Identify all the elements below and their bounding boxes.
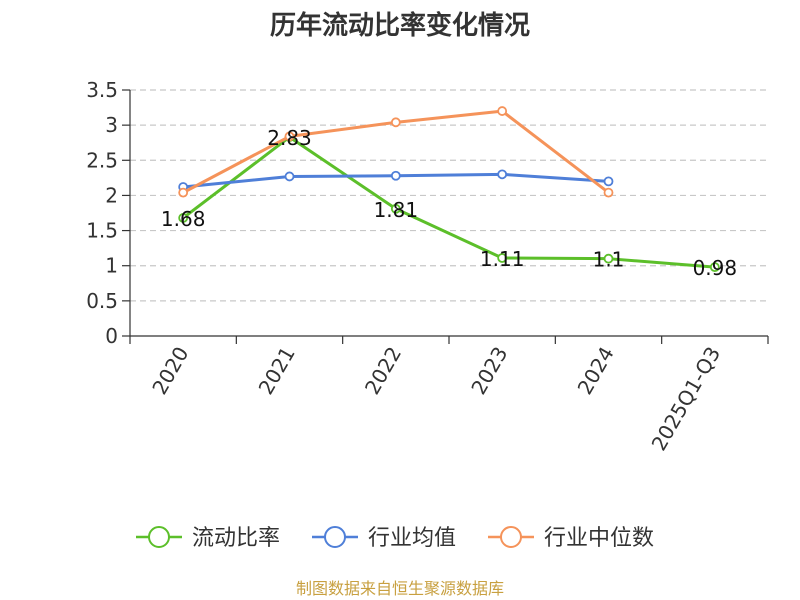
series-group <box>178 106 720 273</box>
y-tick-label: 3 <box>105 113 118 137</box>
y-tick-label: 2.5 <box>86 148 118 172</box>
data-label: 0.98 <box>693 256 738 280</box>
series-line-0 <box>182 135 715 269</box>
x-tick-label: 2020 <box>147 343 193 399</box>
data-point <box>497 169 508 180</box>
y-tick-label: 0.5 <box>86 289 118 313</box>
data-label: 1.68 <box>161 207 206 231</box>
legend-label: 行业均值 <box>368 526 456 551</box>
data-point <box>390 203 401 214</box>
x-tick-label: 2022 <box>360 343 406 399</box>
legend-item-2[interactable]: 行业中位数 <box>488 526 654 551</box>
data-label: 1.1 <box>593 248 625 272</box>
legend[interactable]: 流动比率 行业均值 行业中位数 <box>136 526 654 551</box>
data-point <box>284 171 295 182</box>
y-tick-label: 1 <box>105 254 118 278</box>
axes: 0 0.5 1 1.5 2 2.5 3 3.5 2020 2021 2022 2023 2024 2025… <box>86 78 769 455</box>
y-tick-label: 0 <box>105 324 118 348</box>
x-tick-label: 2023 <box>466 342 512 398</box>
data-label: 1.11 <box>480 247 525 271</box>
x-tick-label: 2024 <box>573 343 619 399</box>
x-tick-label: 2021 <box>254 343 300 399</box>
y-tick-label: 2 <box>105 183 118 207</box>
data-point <box>709 262 720 273</box>
legend-label: 行业中位数 <box>544 526 654 551</box>
data-point <box>390 117 401 128</box>
data-point <box>497 106 508 116</box>
data-point <box>497 253 508 263</box>
legend-swatch-marker <box>148 526 170 548</box>
y-tick-label: 1.5 <box>86 219 118 243</box>
data-point <box>603 187 614 198</box>
data-point <box>178 213 189 223</box>
grid-lines <box>130 89 768 302</box>
source-note: 制图数据来自恒生聚源数据库 <box>296 579 504 598</box>
data-point <box>390 170 401 181</box>
data-point <box>284 131 295 142</box>
data-label: 2.83 <box>267 126 312 150</box>
data-point <box>603 253 614 264</box>
legend-swatch-marker <box>500 526 522 548</box>
data-labels: 1.68 2.83 1.81 1.11 1.1 0.98 <box>161 126 737 280</box>
data-point <box>603 176 614 187</box>
y-tick-label: 3.5 <box>86 78 118 102</box>
legend-item-1[interactable]: 行业均值 <box>312 526 456 551</box>
data-label: 1.81 <box>374 198 419 222</box>
data-point <box>178 187 189 198</box>
legend-label: 流动比率 <box>192 526 280 551</box>
x-tick-label: 2025Q1-Q3 <box>646 343 725 455</box>
chart-title: 历年流动比率变化情况 <box>270 10 530 41</box>
legend-swatch-marker <box>324 526 346 548</box>
legend-item-0[interactable]: 流动比率 <box>136 526 280 551</box>
